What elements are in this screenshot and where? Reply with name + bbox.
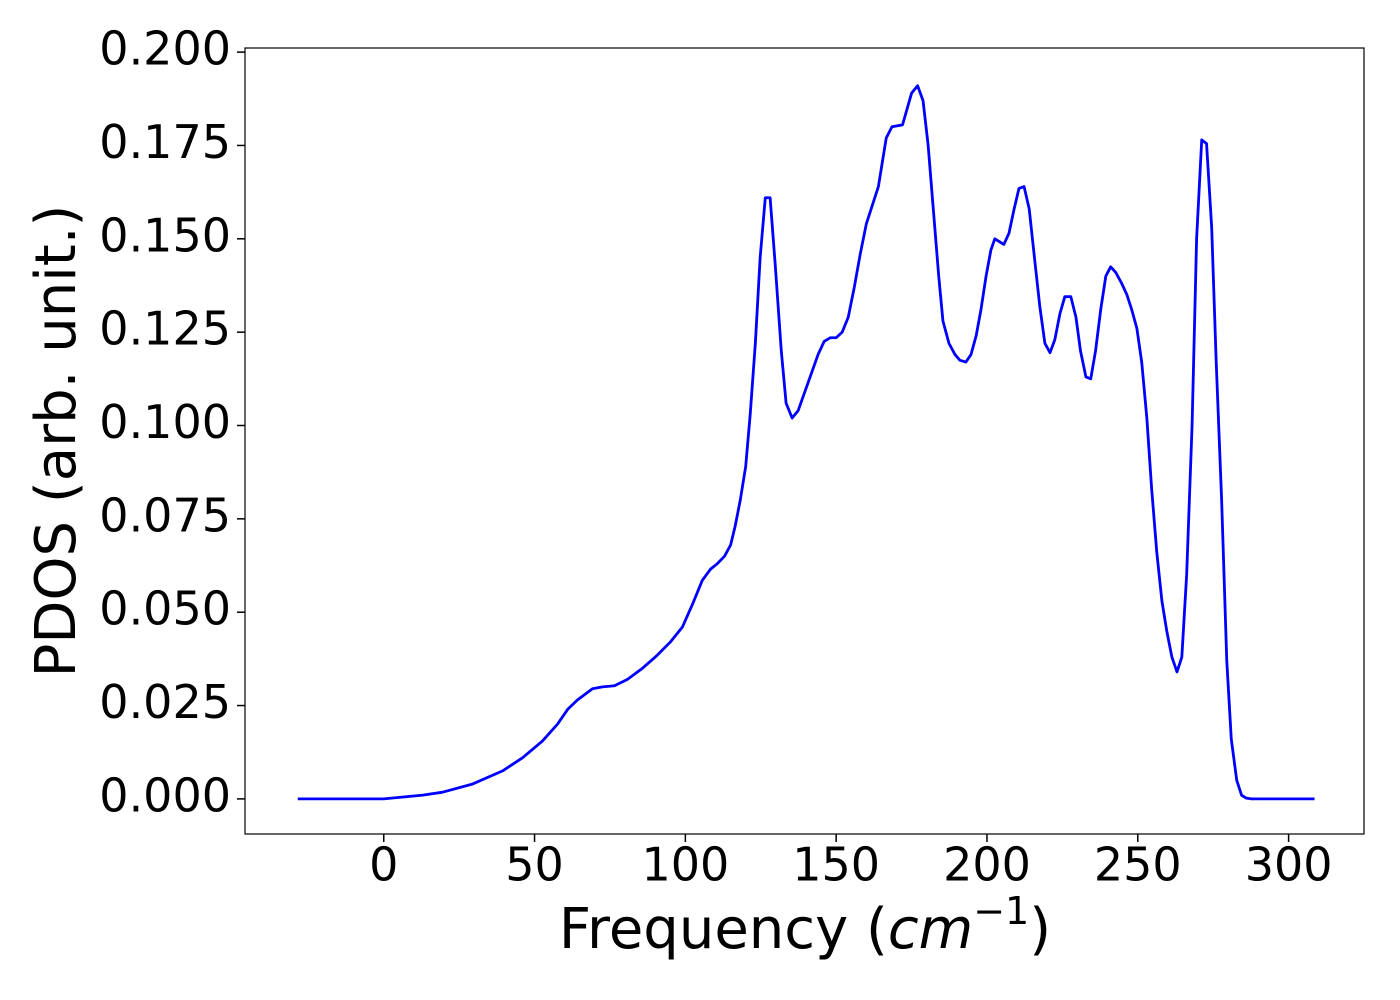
- x-tick-label: 300: [1245, 838, 1333, 892]
- y-tick-label: 0.200: [99, 22, 231, 76]
- x-label-text: ): [1029, 897, 1051, 962]
- y-tick-label: 0.000: [99, 768, 231, 822]
- y-tick-label: 0.150: [99, 208, 231, 262]
- y-tick-label: 0.125: [99, 302, 231, 356]
- pdos-line: [297, 84, 1315, 801]
- x-tick-label: 200: [943, 838, 1031, 892]
- x-label-math: cm: [888, 897, 973, 962]
- y-tick-label: 0.175: [99, 115, 231, 169]
- x-tick-label: 100: [641, 838, 729, 892]
- y-tick-label: 0.050: [99, 582, 231, 636]
- y-tick-label: 0.100: [99, 395, 231, 449]
- x-label-sup: −1: [973, 889, 1029, 933]
- x-tick-label: 50: [505, 838, 564, 892]
- x-tick-label: 250: [1094, 838, 1182, 892]
- plot-frame: [244, 47, 1365, 835]
- x-tick-label: 150: [792, 838, 880, 892]
- x-label-text: Frequency (: [559, 897, 888, 962]
- y-axis-label: PDOS (arb. unit.): [24, 205, 89, 678]
- y-tick-label: 0.025: [99, 675, 231, 729]
- y-tick-label: 0.075: [99, 488, 231, 542]
- x-axis-label: Frequency (cm−1): [559, 889, 1051, 963]
- x-tick-label: 0: [369, 838, 398, 892]
